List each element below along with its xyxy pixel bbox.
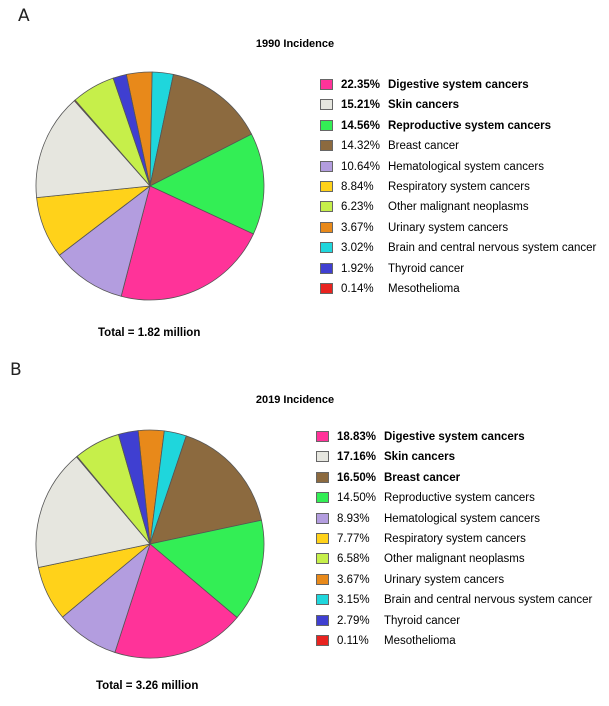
- legend-percent: 8.84%: [341, 180, 374, 194]
- panel-a: A 1990 Incidence 22.35% Digestive system …: [0, 0, 609, 350]
- legend-percent: 15.21%: [341, 98, 380, 112]
- legend-percent: 3.67%: [337, 573, 370, 587]
- legend-swatch: [316, 492, 329, 503]
- legend-swatch: [320, 161, 333, 172]
- legend-percent: 2.79%: [337, 614, 370, 628]
- legend-swatch: [320, 242, 333, 253]
- legend-label: Breast cancer: [384, 471, 460, 485]
- legend-swatch: [320, 263, 333, 274]
- chart-title: 1990 Incidence: [215, 38, 375, 50]
- pie-chart: [30, 66, 270, 306]
- legend-label: Skin cancers: [384, 450, 455, 464]
- legend-label: Breast cancer: [388, 139, 459, 153]
- legend-label: Thyroid cancer: [388, 262, 464, 276]
- pie-chart: [30, 424, 270, 664]
- legend-swatch: [320, 140, 333, 151]
- legend-swatch: [320, 201, 333, 212]
- legend-percent: 17.16%: [337, 450, 376, 464]
- legend-swatch: [316, 635, 329, 646]
- legend: 18.83% Digestive system cancers 17.16% Skin…: [316, 430, 605, 660]
- legend-label: Urinary system cancers: [384, 573, 504, 587]
- legend-swatch: [316, 533, 329, 544]
- legend-percent: 6.58%: [337, 552, 370, 566]
- panel-letter: B: [10, 360, 22, 380]
- legend-label: Digestive system cancers: [388, 78, 529, 92]
- legend-label: Other malignant neoplasms: [388, 200, 529, 214]
- legend-percent: 8.93%: [337, 512, 370, 526]
- legend-swatch: [316, 431, 329, 442]
- legend-swatch: [320, 99, 333, 110]
- legend-swatch: [316, 615, 329, 626]
- chart-title: 2019 Incidence: [215, 394, 375, 406]
- panel-letter: A: [18, 6, 30, 26]
- legend-percent: 1.92%: [341, 262, 374, 276]
- legend-label: Urinary system cancers: [388, 221, 508, 235]
- legend-swatch: [320, 283, 333, 294]
- panel-b: B 2019 Incidence 18.83% Digestive system …: [0, 360, 609, 706]
- legend-swatch: [320, 79, 333, 90]
- legend-percent: 0.11%: [337, 634, 369, 648]
- legend-percent: 14.32%: [341, 139, 380, 153]
- legend-percent: 0.14%: [341, 282, 374, 296]
- legend-label: Digestive system cancers: [384, 430, 525, 444]
- legend-percent: 14.50%: [337, 491, 376, 505]
- legend-label: Hematological system cancers: [384, 512, 540, 526]
- legend-swatch: [320, 120, 333, 131]
- legend-percent: 3.15%: [337, 593, 370, 607]
- legend-swatch: [316, 472, 329, 483]
- legend-swatch: [320, 222, 333, 233]
- legend-label: Mesothelioma: [388, 282, 460, 296]
- legend-label: Hematological system cancers: [388, 160, 544, 174]
- legend: 22.35% Digestive system cancers 15.21% Skin…: [320, 78, 605, 308]
- legend-percent: 16.50%: [337, 471, 376, 485]
- legend-percent: 6.23%: [341, 200, 374, 214]
- legend-swatch: [320, 181, 333, 192]
- legend-swatch: [316, 513, 329, 524]
- legend-percent: 14.56%: [341, 119, 380, 133]
- total-label: Total = 3.26 million: [96, 680, 198, 692]
- legend-swatch: [316, 451, 329, 462]
- legend-label: Skin cancers: [388, 98, 459, 112]
- legend-percent: 7.77%: [337, 532, 370, 546]
- legend-percent: 22.35%: [341, 78, 380, 92]
- legend-label: Brain and central nervous system cancer: [384, 593, 592, 607]
- legend-percent: 3.67%: [341, 221, 374, 235]
- legend-swatch: [316, 594, 329, 605]
- legend-label: Brain and central nervous system cancer: [388, 241, 596, 255]
- legend-label: Respiratory system cancers: [388, 180, 530, 194]
- legend-label: Respiratory system cancers: [384, 532, 526, 546]
- legend-label: Mesothelioma: [384, 634, 456, 648]
- legend-percent: 18.83%: [337, 430, 376, 444]
- total-label: Total = 1.82 million: [98, 327, 200, 339]
- legend-label: Thyroid cancer: [384, 614, 460, 628]
- legend-swatch: [316, 553, 329, 564]
- legend-label: Reproductive system cancers: [384, 491, 535, 505]
- legend-swatch: [316, 574, 329, 585]
- legend-percent: 3.02%: [341, 241, 374, 255]
- legend-percent: 10.64%: [341, 160, 380, 174]
- legend-label: Other malignant neoplasms: [384, 552, 525, 566]
- legend-label: Reproductive system cancers: [388, 119, 551, 133]
